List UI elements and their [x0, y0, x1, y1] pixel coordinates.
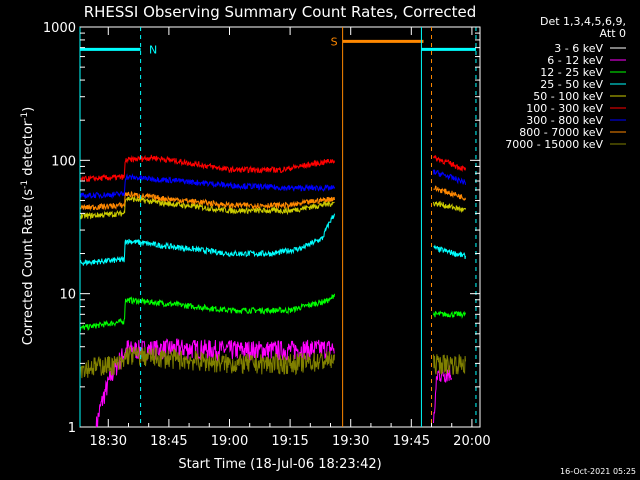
series-line [79, 293, 335, 332]
legend-entry-label: 12 - 25 keV [540, 66, 603, 79]
x-tick-label: 20:00 [453, 434, 490, 449]
series-line [433, 244, 466, 260]
legend-header-line2: Att 0 [600, 27, 626, 40]
legend-entry-label: 300 - 800 keV [526, 114, 603, 127]
series-line [79, 154, 335, 182]
series-line [79, 213, 335, 266]
y-tick-label: 100 [51, 154, 76, 169]
series-line [433, 185, 466, 201]
y-tick-label: 1 [68, 421, 76, 436]
series-line [433, 310, 466, 319]
legend-entry-label: 3 - 6 keV [554, 42, 603, 55]
marker-label: S [331, 35, 338, 48]
series-line [433, 169, 466, 185]
series-line [79, 173, 335, 200]
legend-entry-label: 100 - 300 keV [526, 102, 603, 115]
x-tick-label: 18:30 [90, 434, 127, 449]
x-tick-label: 19:00 [211, 434, 248, 449]
legend-entry-label: 7000 - 15000 keV [505, 138, 603, 151]
marker-layer: NS [79, 27, 477, 427]
footer-timestamp: 16-Oct-2021 05:25 [560, 467, 636, 476]
x-tick-label: 18:45 [150, 434, 187, 449]
y-tick-label: 10 [59, 288, 76, 303]
x-tick-label: 19:45 [393, 434, 430, 449]
y-axis: 1 10 100 1000 [43, 21, 480, 436]
legend-entry-label: 50 - 100 keV [533, 90, 603, 103]
series-line [433, 155, 466, 173]
series-line [433, 200, 466, 214]
series-line [433, 354, 466, 375]
legend-entry-label: 25 - 50 keV [540, 78, 603, 91]
legend-header-line1: Det 1,3,4,5,6,9, [540, 15, 626, 28]
y-axis-label: Corrected Count Rate (s-1 detector-1) [20, 107, 36, 345]
series-line [79, 190, 335, 212]
legend-entry-label: 800 - 7000 keV [519, 126, 603, 139]
legend-entry-label: 6 - 12 keV [547, 54, 603, 67]
x-axis: 18:30 18:45 19:00 19:15 19:30 19:45 20:00 [90, 27, 491, 449]
x-axis-label: Start Time (18-Jul-06 18:23:42) [178, 457, 381, 472]
marker-label: N [149, 43, 157, 56]
chart-title: RHESSI Observing Summary Count Rates, Co… [84, 3, 477, 21]
series-layer [79, 154, 466, 428]
y-tick-label: 1000 [43, 21, 76, 36]
series-line [79, 195, 335, 220]
series-line [79, 346, 335, 379]
x-tick-label: 19:30 [332, 434, 369, 449]
x-tick-label: 19:15 [271, 434, 308, 449]
